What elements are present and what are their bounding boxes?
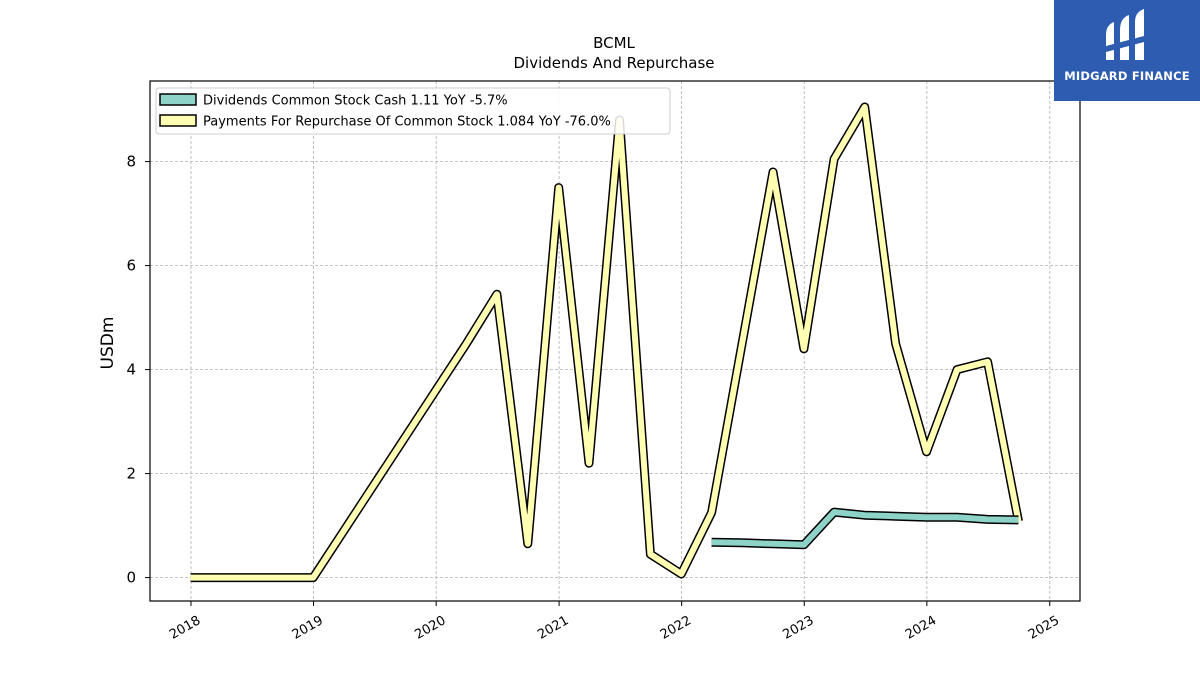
legend-label-repurchase: Payments For Repurchase Of Common Stock …	[203, 115, 611, 130]
midgard-logo: MIDGARD FINANCE	[1054, 0, 1200, 101]
midgard-logo-text: MIDGARD FINANCE	[1064, 69, 1190, 83]
series-layer	[190, 102, 1023, 583]
legend-swatch-repurchase	[159, 114, 197, 127]
y-tick-label: 0	[126, 569, 136, 587]
series-line-0	[711, 509, 1019, 548]
legend: Dividends Common Stock Cash 1.11 YoY -5.…	[155, 87, 671, 135]
x-tick-label: 2021	[535, 613, 571, 643]
x-tick-label: 2019	[290, 613, 326, 643]
legend-swatch-dividends	[159, 93, 197, 106]
plot-frame	[149, 80, 1081, 602]
chart-title: BCML	[593, 34, 635, 52]
x-tick-label: 2018	[167, 613, 203, 643]
y-tick-label: 8	[126, 153, 136, 171]
y-tick-label: 4	[126, 361, 136, 379]
y-axis-label: USDm	[98, 317, 118, 370]
y-tick-label: 6	[126, 257, 136, 275]
y-tick-label: 2	[126, 465, 136, 483]
legend-box	[155, 87, 671, 135]
x-tick-label: 2022	[658, 613, 694, 643]
x-tick-label: 2025	[1026, 613, 1062, 643]
tick-marks	[145, 161, 1051, 606]
x-tick-label: 2020	[412, 613, 448, 643]
series-line-1	[190, 104, 1022, 581]
x-tick-label: 2024	[903, 613, 939, 643]
chart-subtitle: Dividends And Repurchase	[513, 54, 714, 72]
x-tick-label: 2023	[780, 613, 816, 643]
midgard-logo-icon	[1106, 9, 1144, 60]
legend-label-dividends: Dividends Common Stock Cash 1.11 YoY -5.…	[203, 94, 508, 109]
